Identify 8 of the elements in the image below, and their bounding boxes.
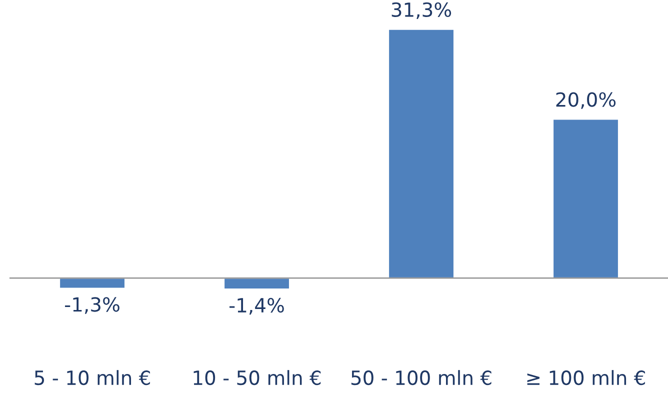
x-tick-label: ≥ 100 mln €	[527, 370, 645, 386]
data-label: 20,0%	[556, 92, 616, 109]
data-label: 31,3%	[392, 2, 452, 20]
data-label: -1,3%	[65, 297, 120, 314]
x-tick-label: 5 - 10 mln €	[34, 370, 150, 386]
x-tick-label: 10 - 50 mln €	[194, 370, 321, 386]
x-tick-label: 50 - 100 mln €	[351, 370, 492, 386]
data-label: -1,4%	[230, 298, 284, 315]
